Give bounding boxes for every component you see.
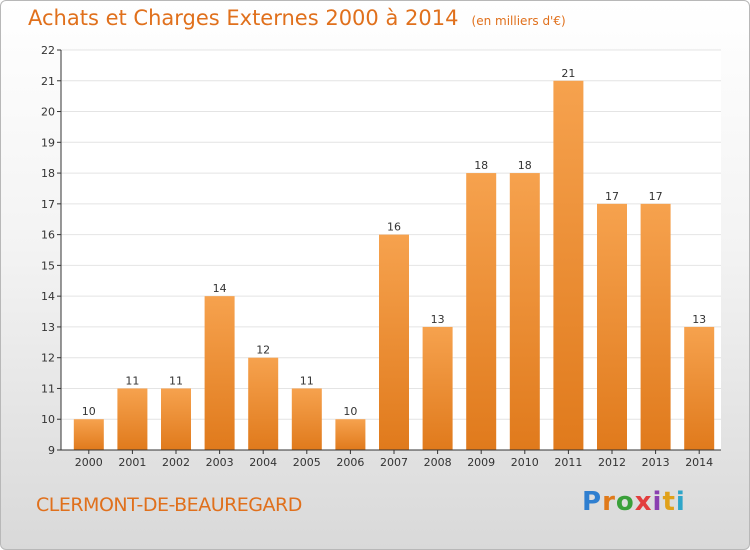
x-tick-label: 2012 xyxy=(598,456,626,469)
bars xyxy=(73,80,715,451)
x-tick-label: 2008 xyxy=(424,456,452,469)
x-tick-label: 2001 xyxy=(118,456,146,469)
x-tick-label: 2003 xyxy=(206,456,234,469)
data-label: 18 xyxy=(474,159,488,172)
bar xyxy=(640,203,671,450)
bar xyxy=(684,326,715,450)
logo-letter: x xyxy=(634,487,653,517)
x-tick-label: 2006 xyxy=(336,456,364,469)
y-tick-label: 18 xyxy=(41,167,55,180)
data-labels: 10 11 11 14 12 11 10 16 13 18 18 21 17 17 13 xyxy=(82,67,706,418)
bar xyxy=(204,296,235,450)
bar xyxy=(553,80,584,451)
y-tick-label: 14 xyxy=(41,290,55,303)
y-tick-label: 21 xyxy=(41,75,55,88)
x-tick-label: 2011 xyxy=(554,456,582,469)
x-tick-label: 2009 xyxy=(467,456,495,469)
y-tick-label: 17 xyxy=(41,198,55,211)
bar xyxy=(597,203,627,450)
y-tick-label: 22 xyxy=(41,44,55,57)
data-label: 10 xyxy=(343,405,357,418)
bar xyxy=(466,173,497,451)
data-label: 18 xyxy=(518,159,532,172)
y-tick-label: 11 xyxy=(41,382,55,395)
chart-unit: (en milliers d'€) xyxy=(471,14,566,28)
bar xyxy=(291,388,322,450)
y-tick-label: 19 xyxy=(41,136,55,149)
y-tick-labels: 9 10 11 12 13 14 15 16 17 18 19 20 21 22 xyxy=(41,44,55,457)
y-tick-label: 13 xyxy=(41,321,55,334)
axes xyxy=(57,49,721,454)
x-tick-labels: 2000 2001 2002 2003 2004 2005 2006 2007 2008 2009… xyxy=(75,456,713,469)
bar xyxy=(73,419,104,450)
chart-title: Achats et Charges Externes 2000 à 2014 xyxy=(28,6,459,30)
x-tick-label: 2000 xyxy=(75,456,103,469)
data-label: 11 xyxy=(125,374,139,387)
logo-letter: o xyxy=(615,487,635,517)
logo-letter: t xyxy=(662,487,676,517)
bar xyxy=(379,234,409,450)
y-tick-label: 20 xyxy=(41,106,55,119)
logo-letter: i xyxy=(652,487,663,517)
commune-name: CLERMONT-DE-BEAUREGARD xyxy=(36,494,302,516)
y-tick-label: 9 xyxy=(48,444,55,457)
x-tick-label: 2005 xyxy=(293,456,321,469)
bar xyxy=(161,388,191,450)
x-tick-label: 2010 xyxy=(511,456,539,469)
logo-letter: P xyxy=(582,487,603,517)
data-label: 11 xyxy=(169,374,183,387)
bar xyxy=(422,326,453,450)
bar xyxy=(117,388,148,450)
data-label: 13 xyxy=(431,313,445,326)
y-tick-label: 10 xyxy=(41,413,55,426)
y-tick-label: 16 xyxy=(41,229,55,242)
bar xyxy=(509,173,540,451)
x-tick-label: 2007 xyxy=(380,456,408,469)
x-tick-label: 2002 xyxy=(162,456,190,469)
y-tick-label: 12 xyxy=(41,352,55,365)
data-label: 10 xyxy=(82,405,96,418)
x-tick-label: 2014 xyxy=(685,456,713,469)
data-label: 17 xyxy=(605,190,619,203)
data-label: 14 xyxy=(213,282,227,295)
chart-title-block: Achats et Charges Externes 2000 à 2014 (… xyxy=(28,6,566,30)
data-label: 11 xyxy=(300,374,314,387)
data-label: 16 xyxy=(387,221,401,234)
logo-letter: r xyxy=(602,487,616,517)
bar xyxy=(335,419,366,450)
data-label: 12 xyxy=(256,344,270,357)
proxiti-logo: Proxiti xyxy=(582,487,686,517)
logo-letter: i xyxy=(675,487,686,517)
x-tick-label: 2013 xyxy=(642,456,670,469)
data-label: 17 xyxy=(649,190,663,203)
data-label: 21 xyxy=(561,67,575,80)
x-tick-label: 2004 xyxy=(249,456,277,469)
y-tick-label: 15 xyxy=(41,259,55,272)
data-label: 13 xyxy=(692,313,706,326)
bar xyxy=(248,357,279,450)
